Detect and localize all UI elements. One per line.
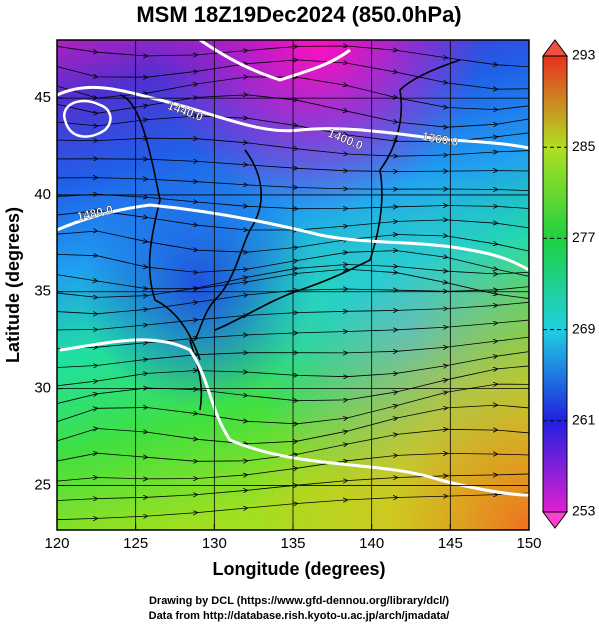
y-tick-label: 45: [34, 89, 51, 106]
x-tick-label: 145: [438, 535, 463, 552]
x-tick-label: 150: [516, 535, 541, 552]
y-tick-label: 25: [34, 476, 51, 493]
x-tick-label: 140: [359, 535, 384, 552]
colorbar-under: [542, 511, 568, 529]
colorbar-tick-label: 269: [572, 320, 596, 336]
colorbar-tick-label: 277: [572, 229, 596, 245]
y-axis-label: Latitude (degrees): [3, 207, 23, 363]
x-axis-label: Longitude (degrees): [212, 559, 385, 579]
colorbar-tick-label: 261: [572, 412, 596, 428]
colorbar-scale: [542, 55, 568, 513]
colorbar-tick-label: 253: [572, 503, 596, 519]
streamline: [57, 492, 529, 520]
x-tick-label: 120: [44, 535, 69, 552]
y-tick-label: 30: [34, 380, 51, 397]
footer-line: Drawing by DCL (https://www.gfd-dennou.o…: [149, 595, 449, 607]
colorbar-over: [542, 39, 568, 57]
grid: [57, 40, 529, 530]
footer-line: Data from http://database.rish.kyoto-u.a…: [149, 610, 450, 622]
contours: [57, 40, 529, 497]
x-tick-label: 125: [123, 535, 148, 552]
streamline: [57, 138, 529, 156]
x-tick-label: 130: [202, 535, 227, 552]
colorbar-tick-label: 293: [572, 47, 596, 63]
streamline: [57, 178, 529, 192]
streamline: [57, 231, 529, 255]
colorbar: 253 261 269 277 285 293: [542, 39, 596, 529]
axes: 120 125 130 135 140 145 150 25 30 35 40 45: [34, 89, 541, 552]
coastlines: [119, 59, 461, 411]
title: MSM 18Z19Dec2024 (850.0hPa): [136, 2, 461, 27]
colorbar-tick-label: 285: [572, 138, 596, 154]
y-tick-label: 40: [34, 186, 51, 203]
x-tick-label: 135: [280, 535, 305, 552]
y-tick-label: 35: [34, 283, 51, 300]
streamline: [57, 159, 529, 172]
